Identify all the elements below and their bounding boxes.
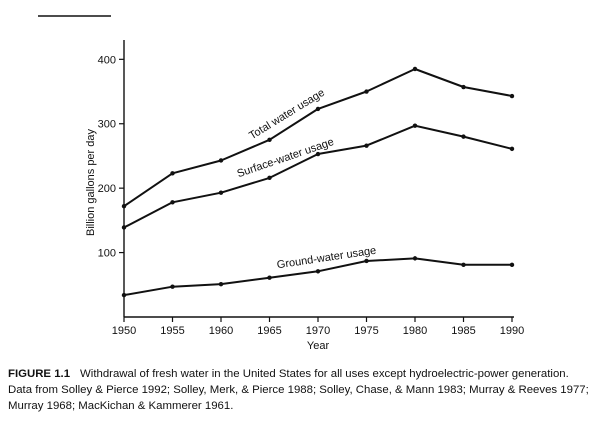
line-chart: 100 200 300 400 1950 1955 1960 1965 1970 1975 1980… (38, 15, 524, 352)
total-water-point (461, 84, 466, 90)
ground-water-point (267, 275, 272, 280)
x-tick-label: 1955 (160, 325, 184, 337)
figure-caption: FIGURE 1.1 Withdrawal of fresh water in t… (8, 366, 590, 414)
y-tick-label: 100 (98, 248, 116, 260)
x-tick-label: 1980 (403, 325, 427, 337)
caption-text: Withdrawal of fresh water in the United … (8, 368, 589, 412)
caption-label: FIGURE 1.1 (8, 368, 71, 380)
surface-water-point (170, 200, 175, 205)
total-water-point (364, 89, 369, 94)
surface-water-point (121, 225, 127, 230)
surface-water-point (364, 143, 369, 148)
y-tick-label: 200 (98, 183, 116, 195)
x-tick-label: 1965 (257, 325, 281, 337)
surface-water-point (509, 146, 515, 152)
total-water-point (170, 171, 175, 176)
y-tick-label: 300 (98, 119, 116, 131)
ground-water-point (218, 281, 224, 287)
surface-water-point (267, 175, 272, 181)
ground-water-point (364, 258, 369, 264)
ground-water-label: Ground-water usage (276, 245, 377, 272)
surface-water-point (461, 134, 466, 139)
surface-water-point (412, 123, 418, 128)
total-water-label: Total water usage (247, 87, 327, 142)
total-water-point (218, 158, 224, 163)
total-water-point (315, 106, 321, 112)
ground-water-point (315, 269, 321, 274)
total-water-point (121, 204, 127, 209)
x-tick-label: 1985 (451, 325, 475, 337)
ground-water-point (509, 262, 515, 268)
surface-water-point (315, 151, 321, 157)
ground-water-point (121, 292, 127, 298)
x-tick-label: 1975 (354, 325, 378, 337)
x-tick-label: 1960 (209, 325, 233, 337)
total-water-point (267, 137, 272, 143)
total-water-point (412, 66, 418, 72)
ground-water-point (461, 262, 466, 268)
y-axis-title: Billion gallons per day (85, 128, 97, 236)
surface-water-point (218, 190, 224, 195)
x-tick-label: 1950 (112, 325, 136, 337)
x-tick-label: 1970 (306, 325, 330, 337)
x-tick-label: 1990 (500, 325, 524, 337)
ground-water-point (412, 256, 418, 261)
x-axis-title: Year (307, 340, 330, 352)
surface-water-label: Surface-water usage (236, 136, 336, 180)
y-tick-label: 400 (98, 54, 116, 66)
total-water-point (509, 93, 515, 99)
ground-water-point (170, 284, 175, 289)
